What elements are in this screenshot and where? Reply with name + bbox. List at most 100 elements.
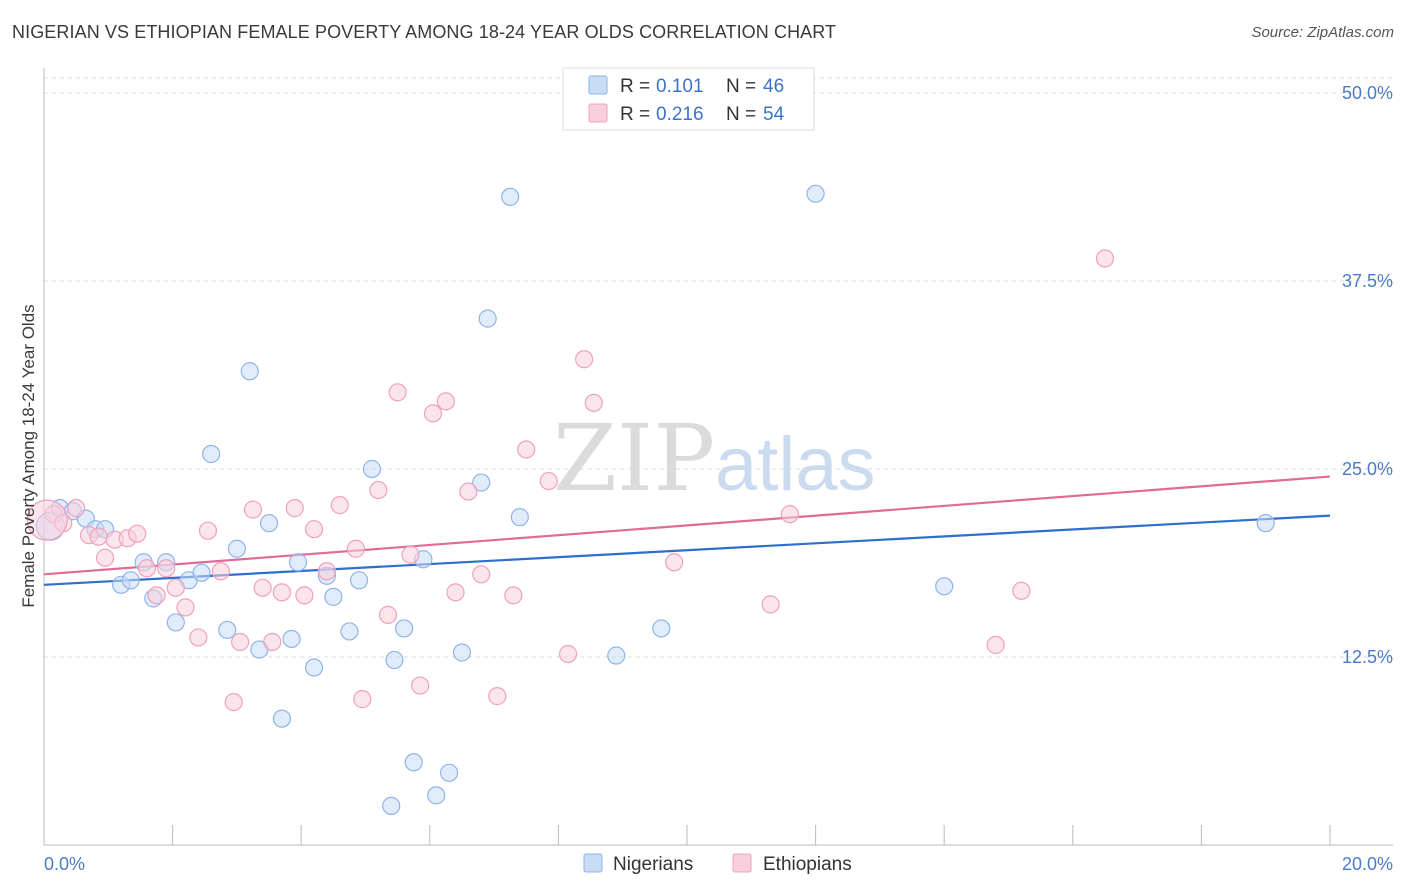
nigerians-point (385, 650, 404, 670)
ethiopians-point (295, 586, 314, 605)
ethiopians-point (137, 559, 156, 578)
y-tick-label-0: 12.5% (1342, 647, 1393, 667)
watermark-atlas: atlas (715, 422, 876, 507)
ethiopians-point (330, 496, 349, 515)
ethiopians-point (472, 565, 491, 584)
ethiopians-point (353, 690, 372, 709)
nigerians-point (478, 309, 497, 328)
ethiopians-point (539, 471, 558, 491)
series-legend: Nigerians Ethiopians (583, 853, 852, 875)
data-points (26, 184, 1275, 815)
ethiopians-point (575, 350, 594, 369)
trend-line-ethiopians (43, 475, 1331, 576)
nigerians-point (304, 658, 324, 677)
stats-legend: R = 0.101 N = 46 R = 0.216 N = 54 (562, 67, 815, 131)
legend-swatch-ethiopians (732, 853, 752, 873)
stats-r-value-1: 0.101 (656, 76, 704, 97)
axes (43, 68, 1393, 846)
ethiopians-point (243, 500, 263, 519)
nigerians-point (202, 444, 221, 464)
nigerians-point (501, 187, 520, 206)
ethiopians-point (517, 440, 536, 459)
nigerians-point (272, 709, 292, 728)
nigerians-point (404, 753, 423, 772)
nigerians-point (935, 577, 954, 596)
nigerians-point (121, 571, 140, 590)
ethiopians-point (263, 632, 282, 652)
ethiopians-point (761, 595, 780, 614)
nigerians-point (324, 587, 343, 606)
legend-label-ethiopians: Ethiopians (763, 854, 852, 875)
ethiopians-point (253, 578, 272, 597)
ethiopians-point (1095, 249, 1115, 268)
stats-n-value-1: 46 (763, 76, 784, 97)
ethiopians-point (176, 598, 195, 617)
nigerians-point (166, 613, 185, 632)
stats-n-label-2: N = (726, 104, 756, 125)
stats-n-label-1: N = (726, 76, 756, 97)
ethiopians-point (211, 562, 230, 581)
nigerians-point (439, 763, 459, 782)
ethiopians-point (346, 539, 365, 558)
ethiopians-point (369, 480, 388, 500)
ethiopians-point (423, 404, 443, 423)
nigerians-point (1256, 514, 1275, 533)
stats-swatch-ethiopians (588, 103, 608, 123)
y-tick-labels: 12.5% 25.0% 37.5% 50.0% (1342, 83, 1393, 667)
ethiopians-point (26, 499, 68, 541)
nigerians-point (218, 620, 237, 640)
legend-label-nigerians: Nigerians (613, 854, 693, 875)
ethiopians-point (95, 548, 115, 567)
nigerians-point (227, 539, 246, 558)
nigerians-point (510, 508, 529, 527)
ethiopians-point (665, 553, 684, 572)
watermark-zip: ZIP (553, 405, 715, 512)
watermark: ZIP atlas (553, 405, 876, 512)
nigerians-point (806, 184, 825, 203)
ethiopians-point (231, 632, 250, 652)
stats-swatch-nigerians (588, 75, 608, 95)
ethiopians-point (317, 562, 337, 581)
nigerians-point (394, 619, 414, 638)
ethiopians-point (459, 482, 478, 501)
trend-line-nigerians (43, 514, 1331, 586)
ethiopians-point (436, 392, 455, 411)
ethiopians-point (584, 393, 603, 412)
ethiopians-point (411, 676, 430, 695)
ethiopians-point (488, 687, 507, 706)
nigerians-point (282, 629, 301, 649)
legend-swatch-nigerians (583, 853, 603, 873)
ethiopians-point (224, 693, 243, 712)
nigerians-point (452, 643, 472, 662)
ethiopians-point (446, 583, 465, 602)
ethiopians-point (558, 644, 578, 664)
stats-r-label-1: R = (620, 76, 650, 97)
ethiopians-point (388, 383, 407, 402)
y-tick-label-3: 50.0% (1342, 83, 1393, 103)
trend-lines (43, 475, 1331, 586)
chart-source: Source: ZipAtlas.com (1251, 24, 1394, 41)
ethiopians-point (1012, 581, 1031, 600)
ethiopians-point (157, 559, 176, 578)
nigerians-point (240, 362, 259, 381)
ethiopians-point (67, 499, 86, 518)
stats-r-value-2: 0.216 (656, 104, 704, 125)
ethiopians-point (285, 499, 304, 518)
ethiopians-point (986, 635, 1005, 655)
ethiopians-point (128, 524, 147, 543)
ethiopians-point (504, 586, 523, 605)
nigerians-point (259, 514, 279, 533)
ethiopians-point (780, 505, 799, 524)
ethiopians-point (304, 520, 324, 539)
chart-title: NIGERIAN VS ETHIOPIAN FEMALE POVERTY AMO… (12, 22, 837, 42)
stats-r-label-2: R = (620, 104, 650, 125)
stats-n-value-2: 54 (763, 104, 785, 125)
nigerians-point (288, 553, 308, 572)
ethiopians-point (378, 605, 398, 625)
nigerians-point (362, 459, 382, 479)
ethiopians-point (401, 545, 420, 564)
nigerians-point (427, 786, 446, 805)
nigerians-point (192, 563, 211, 582)
ethiopians-point (272, 583, 292, 602)
